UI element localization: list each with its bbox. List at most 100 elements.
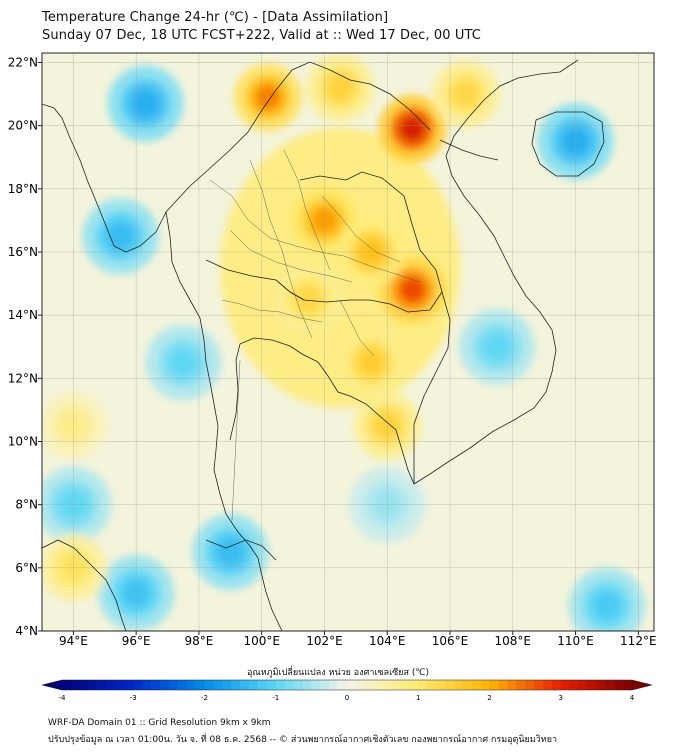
longitude-label: 104°E: [369, 634, 406, 648]
colorbar-segment: [444, 680, 455, 690]
colorbar-segment: [436, 680, 446, 690]
hainan-island: [531, 111, 605, 177]
colorbar-segment: [373, 680, 383, 690]
colorbar-segment: [320, 680, 330, 690]
colorbar-segment: [516, 680, 526, 690]
coastlines-and-borders: [42, 59, 605, 631]
colorbar-segment: [302, 680, 312, 690]
colorbar-segment: [231, 680, 241, 690]
latitude-label: 22°N: [8, 55, 38, 69]
latitude-label: 16°N: [8, 245, 38, 259]
cool-anomaly-13: [169, 348, 198, 377]
longitude-label: 110°E: [557, 634, 594, 648]
colorbar-tick-label: 3: [559, 694, 563, 702]
colorbar-segment: [364, 680, 375, 690]
latitude-label: 20°N: [8, 119, 38, 133]
thailand-malaysia-border: [205, 539, 277, 561]
cool-anomaly-17: [592, 591, 621, 620]
colorbar-segment: [257, 680, 268, 690]
colorbar-segment: [471, 680, 481, 690]
colorbar-segment: [489, 680, 499, 690]
colorbar-segment: [62, 680, 72, 690]
thailand-myanmar-border: [205, 259, 305, 301]
colorbar-segment: [569, 680, 579, 690]
longitude-label: 112°E: [620, 634, 657, 648]
west-coast: [42, 103, 283, 631]
colorbar-tick-label: 1: [416, 694, 420, 702]
cool-anomaly-18: [483, 332, 512, 361]
colorbar-segment: [106, 680, 116, 690]
colorbar-min-extension: [42, 680, 62, 690]
colorbar-segment: [70, 680, 81, 690]
colorbar-segment: [88, 680, 98, 690]
latitude-label: 4°N: [15, 624, 38, 638]
northern-border: [165, 61, 431, 213]
colorbar-segment: [596, 680, 606, 690]
longitude-label: 98°E: [184, 634, 213, 648]
colorbar-segment: [560, 680, 570, 690]
latitude-label: 14°N: [8, 308, 38, 322]
map-subtitle: Sunday 07 Dec, 18 UTC FCST+222, Valid at…: [42, 28, 481, 43]
footer-credit: ปรับปรุงข้อมูล ณ เวลา 01:00น. วัน จ. ที่…: [48, 735, 558, 745]
colorbar-segment: [240, 680, 250, 690]
colorbar-segment: [409, 680, 419, 690]
longitude-label: 96°E: [122, 634, 151, 648]
warm-anomaly-1: [399, 276, 426, 303]
colorbar-segment: [222, 680, 232, 690]
colorbar-segment: [151, 680, 161, 690]
colorbar-max-extension: [632, 680, 652, 690]
colorbar-segment: [97, 680, 107, 690]
colorbar-segment: [275, 680, 285, 690]
colorbar-segment: [142, 680, 152, 690]
colorbar-segment: [204, 680, 214, 690]
colorbar-segment: [462, 680, 472, 690]
footer-model-info: WRF-DA Domain 01 :: Grid Resolution 9km …: [48, 718, 271, 728]
colorbar-segment: [587, 680, 597, 690]
colorbar-outline: [41, 679, 653, 691]
colorbar-segment: [400, 680, 410, 690]
latitude-labels: 22°N 20°N 18°N 16°N 14°N 12°N 10°N 8°N 6°N 4°N: [8, 55, 42, 638]
cambodia-vietnam-border: [413, 291, 451, 484]
warm-anomaly-0: [399, 115, 426, 142]
longitude-label: 106°E: [432, 634, 469, 648]
gulf-coast: [229, 337, 415, 485]
colorbar-segment: [453, 680, 464, 690]
colorbar-tick-label: -3: [130, 694, 137, 702]
colorbar-ticks: -4 -3 -2 -1 0 1 2 3 4: [59, 694, 635, 702]
colorbar-segment: [213, 680, 223, 690]
colorbar-segment: [195, 680, 205, 690]
longitude-labels: 94°E 96°E 98°E 100°E 102°E 104°E 106°E 108°E 110…: [59, 631, 657, 648]
colorbar-tick-label: -2: [201, 694, 208, 702]
colorbar-tick-label: 4: [630, 694, 635, 702]
colorbar-segment: [177, 680, 187, 690]
warm-anomaly-5: [295, 286, 322, 313]
colorbar-segment: [542, 680, 553, 690]
colorbar-segment: [266, 680, 277, 690]
longitude-label: 100°E: [243, 634, 280, 648]
colorbar-label: อุณหภูมิเปลี่ยนแปลง หน่วย องศาเซลเซียส (…: [246, 668, 430, 678]
colorbar-segment: [480, 680, 490, 690]
colorbar-segment: [551, 680, 562, 690]
warm-region: [220, 127, 461, 408]
colorbar-segment: [498, 680, 508, 690]
colorbar-segment: [382, 680, 392, 690]
colorbar-segment: [159, 680, 170, 690]
sumatra-coast: [42, 539, 127, 631]
colorbar-segment: [623, 680, 633, 690]
longitude-label: 102°E: [306, 634, 343, 648]
cool-anomaly-10: [131, 89, 160, 118]
latitude-label: 10°N: [8, 434, 38, 448]
colorbar-segment: [311, 680, 321, 690]
colorbar-segment: [614, 680, 624, 690]
colorbar-segment: [525, 680, 535, 690]
colorbar-segment: [329, 680, 339, 690]
colorbar-segment: [133, 680, 143, 690]
colorbar-segment: [249, 680, 259, 690]
graticule: [42, 53, 654, 631]
colorbar-segment: [115, 680, 125, 690]
colorbar-segment: [534, 680, 544, 690]
cool-anomaly-12: [106, 222, 135, 251]
latitude-label: 12°N: [8, 371, 38, 385]
latitude-label: 6°N: [15, 561, 38, 575]
